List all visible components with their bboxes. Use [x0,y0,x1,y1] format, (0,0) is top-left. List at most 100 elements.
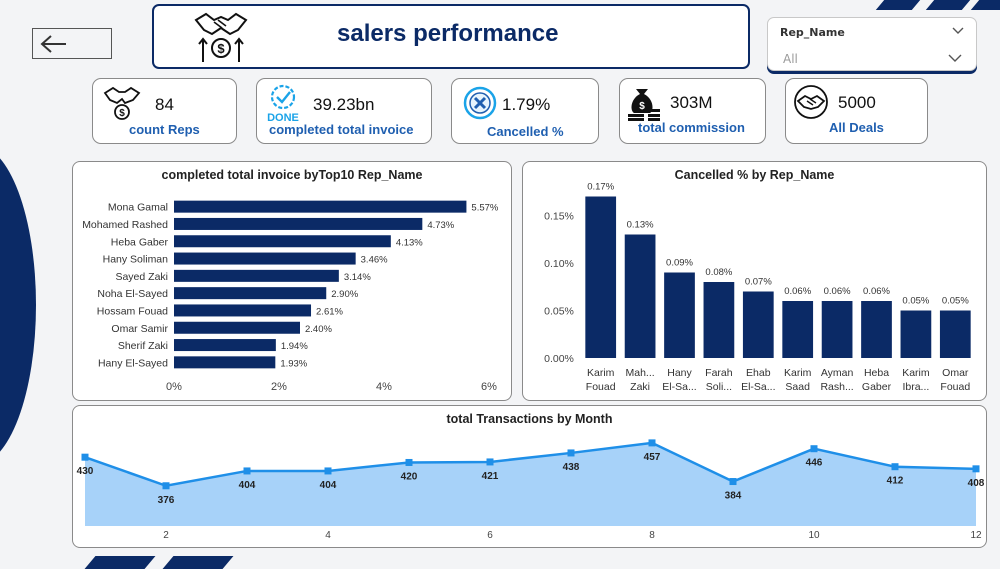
data-label: 376 [158,495,175,506]
data-label: 0.13% [627,220,654,231]
data-point [486,458,494,466]
data-point [324,467,332,475]
data-label: 412 [887,476,904,487]
handshake-growth-icon: $ [194,12,248,62]
bar [821,301,853,358]
category-label: Sherif Zaki [118,340,168,352]
category-label: Noha El-Sayed [97,288,168,300]
bar [174,356,276,369]
category-label: Hany El-Sayed [98,357,168,369]
bar [585,196,617,358]
y-tick-label: 0.05% [544,306,574,318]
invoice-by-rep-chart: completed total invoice byTop10 Rep_Name… [72,161,512,401]
category-label: Hany Soliman [103,254,169,266]
category-label: Karim [784,367,812,379]
data-label: 2.40% [305,324,332,335]
category-label: Farah [705,367,733,379]
category-label: El-Sa... [662,381,696,393]
kpi-card-cancelled: 1.79% Cancelled % [451,78,599,144]
data-label: 4.13% [396,237,423,248]
data-label: 0.06% [863,286,890,297]
kpi-value: 303M [670,93,713,112]
data-label: 2.90% [331,289,358,300]
bar [861,301,892,358]
kpi-label: completed total invoice [269,122,414,137]
bar [174,235,391,248]
data-label: 3.46% [361,255,388,266]
data-label: 0.05% [902,296,929,307]
chevron-down-icon[interactable] [948,54,962,62]
chart-title: total Transactions by Month [446,412,613,426]
category-label: Ibra... [902,381,929,393]
bar [900,310,932,358]
category-label: Gaber [862,381,892,393]
bar [742,291,774,358]
cancelled-bar-chart-svg: 0.00% 0.05% 0.10% 0.15% 0.17% Karim Fouad 0.13%… [544,182,971,393]
bar [174,339,276,352]
category-label: Mah... [626,367,655,379]
title-banner: $ [152,4,750,69]
handshake-coin-icon: $ [103,86,141,120]
page-title: salers performance [337,20,559,47]
category-label: Heba [864,367,889,379]
data-label: 0.06% [824,286,851,297]
x-tick-label: 2% [271,381,287,393]
data-label: 0.06% [784,286,811,297]
data-label: 420 [401,471,418,482]
category-label: Soli... [706,381,732,393]
category-label: Omar Samir [111,323,168,335]
bar [174,269,339,282]
data-point [81,453,89,461]
bar [939,310,971,358]
area-fill [85,442,976,526]
data-label: 0.07% [745,277,772,288]
chart-title: Cancelled % by Rep_Name [674,168,835,182]
y-tick-label: 0.15% [544,211,574,223]
data-label: 404 [239,480,256,491]
data-label: 1.94% [281,341,308,352]
kpi-card-count-reps: $ 84 count Reps [92,78,237,144]
bar [174,287,327,300]
handshake-icon [794,85,828,119]
arrow-left-icon [40,34,66,53]
cancelled-by-rep-chart: Cancelled % by Rep_Name 0.00% 0.05% 0.10% 0… [522,161,987,401]
category-label: Heba Gaber [111,236,169,248]
data-point [972,465,980,473]
category-label: Karim [587,367,615,379]
data-label: 1.93% [280,358,307,369]
back-button[interactable] [32,28,112,59]
category-label: Ayman [821,367,854,379]
data-label: 408 [968,478,985,489]
category-label: Ehab [746,367,771,379]
x-tick-label: 12 [970,530,982,541]
category-label: Zaki [630,381,650,393]
series-line [84,441,977,488]
bar [174,217,423,230]
category-label: Saad [785,381,810,393]
x-tick-label: 10 [808,530,820,541]
data-label: 0.09% [666,258,693,269]
category-label: Sayed Zaki [115,271,168,283]
decor-stripe-top [875,0,921,10]
slicer-selected-value[interactable]: All [783,52,798,66]
category-label: Fouad [586,381,616,393]
data-label: 4.73% [427,220,454,231]
x-tick-label: 0% [166,381,182,393]
data-label: 3.14% [344,272,371,283]
rep-name-slicer[interactable]: Rep_Name All [767,17,977,71]
x-tick-label: 6% [481,381,497,393]
kpi-label: Cancelled % [487,124,564,139]
data-label: 430 [77,466,94,477]
kpi-card-completed-invoice: DONE 39.23bn completed total invoice [256,78,432,144]
bar [782,301,814,358]
data-label: 446 [806,458,823,469]
bar [624,234,656,358]
data-label: 0.08% [705,267,732,278]
category-label: Mona Gamal [108,202,168,214]
bar [664,272,695,358]
chevron-up-icon [952,27,964,34]
data-label: 5.57% [471,203,498,214]
kpi-label: All Deals [829,120,884,135]
category-label: Hany [667,367,692,379]
kpi-value: 84 [155,95,174,114]
